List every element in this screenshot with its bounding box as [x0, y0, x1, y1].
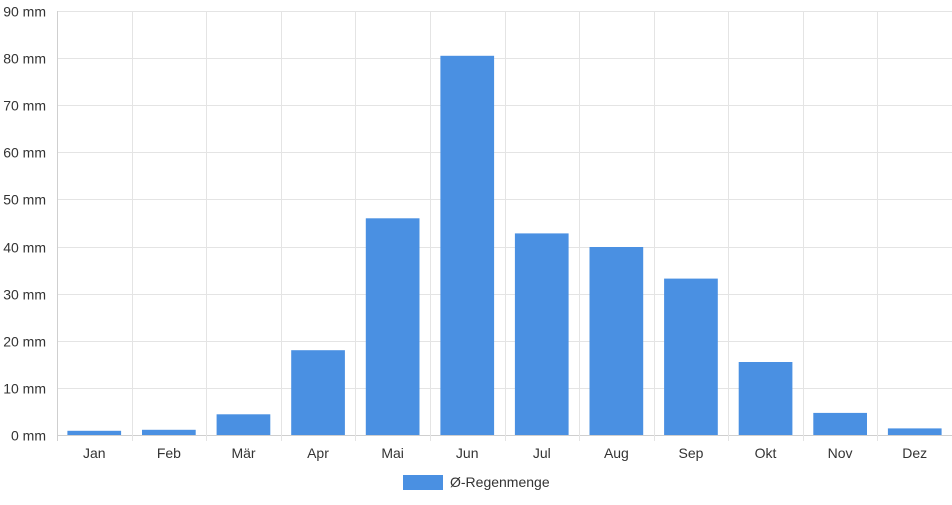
x-axis: Jan Feb Mär Apr Mai Jun Jul Aug Sep Okt Nov Dez	[83, 445, 927, 461]
legend[interactable]: Ø-Regenmenge	[403, 474, 550, 490]
bar-jun[interactable]	[440, 55, 495, 436]
y-tick-label: 30 mm	[3, 287, 46, 303]
bar-nov[interactable]	[813, 412, 867, 435]
x-tick-label: Okt	[755, 445, 777, 461]
x-tick-label: Apr	[307, 445, 329, 461]
bars	[67, 55, 942, 436]
y-tick-label: 20 mm	[3, 334, 46, 350]
x-tick-label: Jun	[456, 445, 479, 461]
y-tick-label: 80 mm	[3, 51, 46, 67]
x-tick-label: Nov	[828, 445, 853, 461]
y-tick-label: 50 mm	[3, 192, 46, 208]
y-tick-label: 70 mm	[3, 98, 46, 114]
x-tick-label: Aug	[604, 445, 629, 461]
x-tick-label: Sep	[679, 445, 704, 461]
y-tick-label: 10 mm	[3, 381, 46, 397]
x-tick-label: Mär	[231, 445, 255, 461]
bar-mai[interactable]	[365, 218, 420, 435]
bar-dez[interactable]	[887, 428, 942, 435]
x-tick-label: Jan	[83, 445, 106, 461]
y-tick-label: 90 mm	[3, 4, 46, 20]
grid	[57, 11, 952, 441]
bar-sep[interactable]	[664, 278, 718, 435]
y-tick-label: 60 mm	[3, 145, 46, 161]
y-tick-label: 0 mm	[11, 428, 46, 444]
x-tick-label: Mai	[381, 445, 404, 461]
bar-apr[interactable]	[291, 350, 345, 435]
bar-jul[interactable]	[514, 233, 569, 435]
bar-jan[interactable]	[67, 430, 122, 435]
bar-mär[interactable]	[216, 414, 271, 435]
x-tick-label: Dez	[902, 445, 927, 461]
y-tick-label: 40 mm	[3, 240, 46, 256]
bar-aug[interactable]	[589, 247, 644, 435]
x-tick-label: Jul	[533, 445, 551, 461]
legend-label[interactable]: Ø-Regenmenge	[450, 474, 550, 490]
y-axis: 0 mm 10 mm 20 mm 30 mm 40 mm 50 mm 60 mm 70 mm 8…	[3, 4, 46, 444]
legend-swatch[interactable]	[403, 475, 443, 490]
bar-okt[interactable]	[738, 362, 793, 435]
bar-feb[interactable]	[142, 429, 196, 435]
x-tick-label: Feb	[157, 445, 181, 461]
